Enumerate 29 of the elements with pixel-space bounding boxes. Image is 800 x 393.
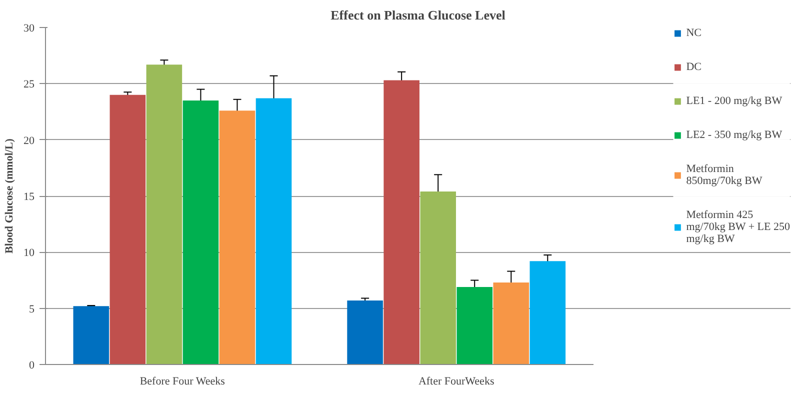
y-tick-label: 10 (24, 247, 35, 260)
bar (219, 110, 256, 364)
bar (347, 300, 383, 364)
chart-title: Effect on Plasma Glucose Level (330, 8, 506, 22)
x-tick-label: After FourWeeks (418, 376, 494, 388)
y-tick-label: 30 (24, 22, 35, 34)
bar (530, 261, 566, 364)
x-tick-label: Before Four Weeks (140, 376, 225, 388)
bar (456, 286, 492, 364)
y-tick-label: 25 (24, 78, 35, 91)
legend-label: Metformin 425 mg/70kg BW + LE 250 mg/kg BW (686, 209, 790, 245)
legend-label: Metformin 850mg/70kg BW (686, 163, 762, 187)
bar (256, 98, 292, 364)
bar (146, 64, 182, 364)
y-tick-label: 5 (29, 303, 35, 316)
bar (110, 94, 146, 364)
bar (384, 80, 420, 364)
legend-label: LE2 - 350 mg/kg BW (686, 129, 782, 141)
bar (420, 192, 456, 364)
legend-label: NC (686, 27, 702, 39)
legend-label: DC (686, 61, 702, 73)
y-tick-label: 15 (24, 191, 35, 203)
bar (73, 306, 110, 364)
y-tick-label: 20 (24, 134, 35, 147)
legend-label: LE1 - 200 mg/kg BW (686, 95, 782, 107)
y-tick-label: 0 (29, 360, 35, 372)
bar (493, 282, 530, 364)
y-axis-title: Blood Glucose (mmol/L) (4, 138, 16, 254)
bar (182, 100, 219, 364)
